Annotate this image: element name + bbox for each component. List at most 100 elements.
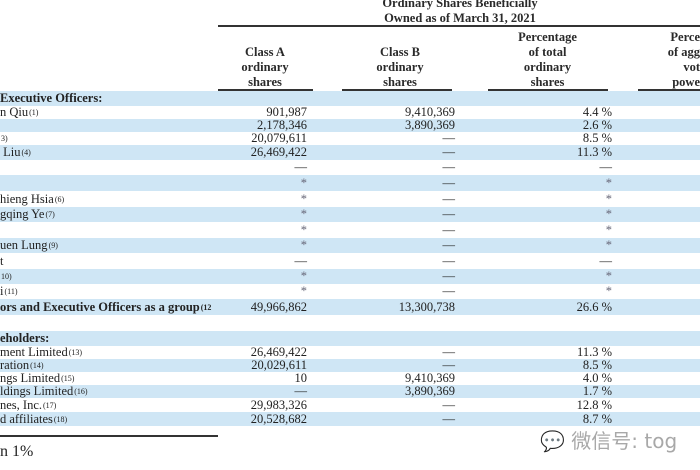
footnote-ref: (17) [43,400,57,410]
table-row: nes, Inc. (17) 29,983,326 — 12.8 % [0,398,700,412]
col-header-class-a: Class A ordinary shares [220,45,310,90]
header-line: ordinary [241,60,289,74]
group-title-line: Owned as of March 31, 2021 [384,11,536,25]
header-line: shares [530,75,565,89]
class-b-value: 9,410,369 [405,105,455,119]
percentage-value: 8.5 % [582,358,612,372]
table-row: n Qiu (1) 901,987 9,410,369 4.4 % [0,105,700,119]
footnote-ref: (13) [68,348,83,357]
class-b-value: — [442,397,456,412]
wechat-icon: 💬 [540,429,565,453]
row-label: eholders: [0,331,50,346]
class-a-value: 2,178,346 [257,118,307,132]
table-row: 3) 20,079,611 — 8.5 % [0,131,700,145]
table-row: eholders: [0,331,700,346]
row-label: hieng Hsia (6) [0,191,64,207]
header-line: ordinary [523,60,572,74]
watermark-text: 微信号: tog [571,429,678,453]
percentage-value: 11.3 % [577,345,612,359]
table-row: gqing Ye (7) * — * [0,207,700,222]
footnote-ref: (14) [30,361,44,370]
col-header-percentage: Percentage of total ordinary shares [500,30,595,90]
row-label-text: nes, Inc. [0,397,42,412]
header-line: of total [528,45,567,59]
class-b-value: — [442,411,456,426]
header-line: of agg [667,45,700,59]
row-label-text: gqing Ye [0,207,45,221]
header-line: vot [683,60,700,74]
watermark: 💬 微信号: tog [540,425,677,454]
row-label-text: Executive Officers: [0,91,103,105]
footnote: n 1% [0,443,34,460]
table-row: uen Lung (9) * — * [0,238,700,253]
header-line: ordinary [376,60,424,74]
row-label-text: d affiliates [0,411,53,426]
class-a-value: * [300,284,307,298]
header-rule [218,25,700,27]
class-a-value: 26,469,422 [250,145,307,159]
row-label: ration (14) [0,358,44,372]
row-label: ldings Limited (16) [0,384,88,398]
class-a-value: * [300,191,307,206]
group-title: Ordinary Shares Beneficially Owned as of… [340,0,580,26]
percentage-value: * [605,238,612,252]
col-rule-p [488,89,608,91]
table-row: * — * [0,175,700,191]
percentage-value: 26.6 % [576,299,612,314]
class-a-value: 49,966,862 [250,299,307,314]
row-label: ors and Executive Officers as a group (12 [0,299,211,315]
row-label: d affiliates (18) [0,412,67,426]
row-label: ngs Limited (15) [0,371,75,385]
row-label: i (11) [0,284,18,299]
class-b-value: 9,410,369 [405,371,455,385]
percentage-value: 4.0 % [582,371,612,385]
footnote-ref: (15) [61,374,75,383]
class-a-value: — [294,160,308,174]
class-b-value: 3,890,369 [405,384,455,398]
class-b-value: — [442,191,456,206]
row-label-text: i [0,284,4,298]
header-line: powe [672,75,700,89]
footnote-ref: (16) [74,387,88,396]
class-b-value: — [442,284,456,298]
class-b-value: — [442,145,456,159]
row-label-text: ldings Limited [0,384,74,398]
percentage-value: 4.4 % [582,105,612,119]
percentage-value: 8.7 % [582,411,612,426]
percentage-value: * [605,191,612,206]
row-label: Executive Officers: [0,91,103,106]
table-row [0,315,700,331]
class-b-value: — [442,253,456,268]
table-row: ment Limited (13) 26,469,422 — 11.3 % [0,345,700,359]
row-label-text: n Qiu [0,105,29,119]
footnote-ref: (11) [4,287,18,296]
table-row: * — * [0,222,700,238]
row-label [0,315,1,331]
percentage-value: * [605,269,612,283]
table-row: d affiliates (18) 20,528,682 — 8.7 % [0,412,700,426]
class-a-value: 20,079,611 [251,131,307,145]
percentage-value: 1.7 % [582,384,612,398]
class-a-value: * [300,175,307,190]
percentage-value: 12.8 % [576,397,612,412]
row-label [0,222,1,238]
col-rule-a [218,89,313,91]
class-b-value: — [442,160,456,174]
row-label-text: ngs Limited [0,371,61,385]
row-label-text: eholders: [0,331,50,345]
footnote-ref: (6) [54,194,65,204]
row-label-text: ment Limited [0,345,68,359]
table-row: ors and Executive Officers as a group (12… [0,299,700,315]
class-a-value: 26,469,422 [250,345,307,359]
class-a-value: 29,983,326 [250,397,307,412]
class-b-value: 13,300,738 [398,299,455,314]
footnote-ref: (1) [29,108,39,117]
percentage-value: 2.6 % [582,118,612,132]
row-label-text: uen Lung [0,238,48,252]
table-row: — — — [0,160,700,175]
header-line: Class B [380,45,420,59]
percentage-value: * [605,222,612,237]
group-title-line: Ordinary Shares Beneficially [382,0,538,10]
footnote-ref: (18) [53,414,68,424]
row-label: n Qiu (1) [0,105,39,119]
